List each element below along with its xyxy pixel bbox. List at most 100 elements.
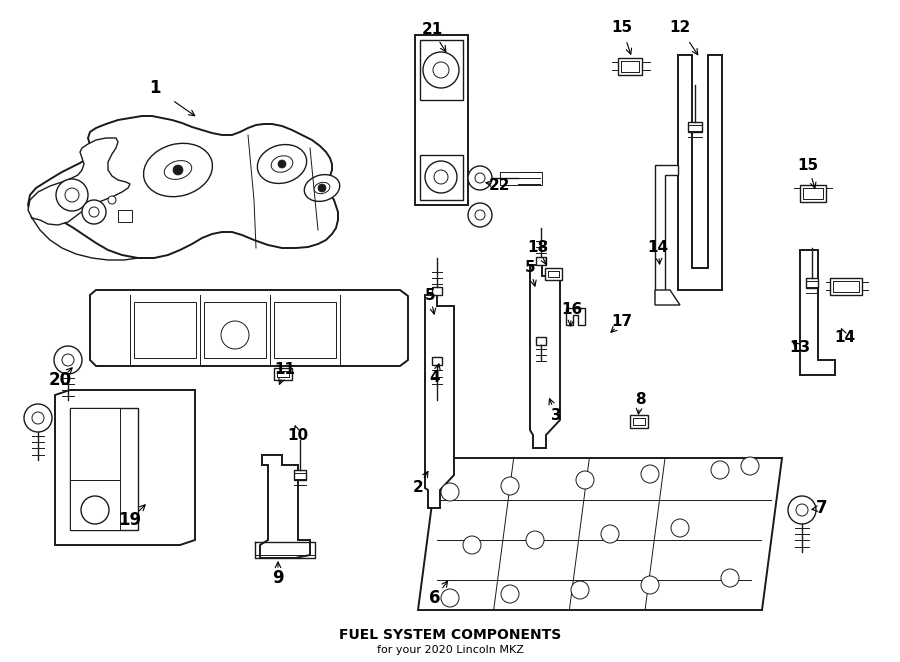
Text: 3: 3 [551,408,562,422]
Circle shape [81,496,109,524]
Polygon shape [420,40,463,100]
Polygon shape [274,302,336,358]
Text: 20: 20 [49,371,72,389]
Circle shape [65,188,79,202]
Text: 4: 4 [429,371,440,385]
Text: 5: 5 [425,287,436,303]
Polygon shape [806,278,818,288]
Ellipse shape [257,144,307,183]
Text: for your 2020 Lincoln MKZ: for your 2020 Lincoln MKZ [376,645,524,655]
Circle shape [54,346,82,374]
Text: 14: 14 [647,240,669,256]
Polygon shape [618,58,642,75]
Polygon shape [655,165,678,300]
Polygon shape [294,470,306,480]
Polygon shape [260,455,310,558]
Polygon shape [630,415,648,428]
Ellipse shape [165,161,192,179]
Circle shape [441,589,459,607]
Polygon shape [70,480,120,530]
Text: 13: 13 [789,340,811,355]
Polygon shape [28,138,130,225]
Polygon shape [55,390,195,545]
Text: 6: 6 [429,589,441,607]
Text: FUEL SYSTEM COMPONENTS: FUEL SYSTEM COMPONENTS [339,628,561,642]
Text: 5: 5 [525,261,535,275]
Text: 2: 2 [412,481,423,495]
Polygon shape [28,116,338,258]
Polygon shape [530,265,560,448]
Circle shape [571,581,589,599]
Polygon shape [800,185,826,202]
Text: 15: 15 [611,21,633,36]
Circle shape [82,200,106,224]
Circle shape [641,576,659,594]
Text: 9: 9 [272,569,284,587]
Circle shape [278,160,286,168]
Polygon shape [800,250,835,375]
Polygon shape [134,302,196,358]
Polygon shape [678,55,722,290]
Polygon shape [70,408,138,530]
Circle shape [425,161,457,193]
Circle shape [796,504,808,516]
Circle shape [501,477,519,495]
Circle shape [62,354,74,366]
Circle shape [475,173,485,183]
Circle shape [475,210,485,220]
Circle shape [56,179,88,211]
Circle shape [721,569,739,587]
Polygon shape [566,308,585,325]
Ellipse shape [314,182,330,194]
Polygon shape [688,122,702,132]
Circle shape [32,412,44,424]
Polygon shape [545,268,562,280]
Circle shape [576,471,594,489]
Polygon shape [204,302,266,358]
Circle shape [24,404,52,432]
Polygon shape [90,290,408,366]
Circle shape [173,165,183,175]
Text: 15: 15 [797,158,819,173]
Circle shape [671,519,689,537]
Circle shape [601,525,619,543]
Text: 14: 14 [834,330,856,346]
Text: 18: 18 [527,240,549,256]
Circle shape [318,184,326,192]
Polygon shape [536,337,546,345]
Circle shape [641,465,659,483]
Circle shape [711,461,729,479]
Text: 19: 19 [119,511,141,529]
Circle shape [741,457,759,475]
Circle shape [441,483,459,501]
Polygon shape [418,458,782,610]
Polygon shape [830,278,862,295]
Circle shape [89,207,99,217]
Text: 21: 21 [421,23,443,38]
Circle shape [423,52,459,88]
Circle shape [463,536,481,554]
Text: 8: 8 [634,393,645,408]
Text: 12: 12 [670,21,690,36]
Text: 22: 22 [490,177,511,193]
Text: 1: 1 [149,79,161,97]
Circle shape [434,170,448,184]
Circle shape [433,62,449,78]
Polygon shape [655,290,680,305]
Circle shape [526,531,544,549]
Circle shape [788,496,816,524]
Circle shape [468,203,492,227]
Polygon shape [432,357,442,365]
Polygon shape [415,35,468,205]
Polygon shape [420,155,463,200]
Text: 16: 16 [562,303,582,318]
Text: 10: 10 [287,428,309,442]
Polygon shape [432,287,442,295]
Circle shape [221,321,249,349]
Text: 7: 7 [816,499,828,517]
Circle shape [501,585,519,603]
Polygon shape [425,295,454,508]
Polygon shape [70,408,120,480]
Polygon shape [274,368,292,380]
Ellipse shape [271,156,292,172]
